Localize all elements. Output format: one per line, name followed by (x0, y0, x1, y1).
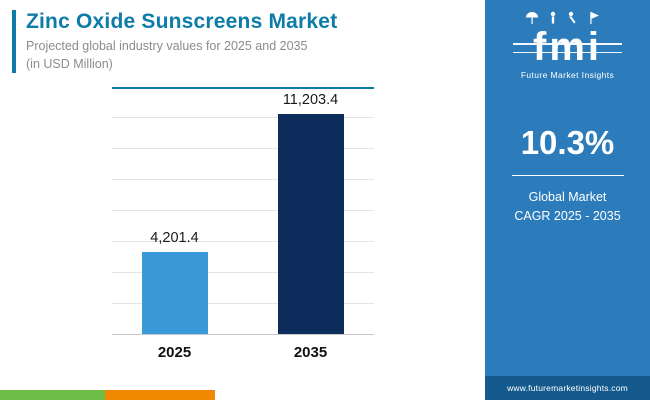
chart-panel: Zinc Oxide Sunscreens Market Projected g… (0, 10, 485, 400)
bottom-strip-green (0, 390, 105, 400)
cagr-label-line1: Global Market (528, 190, 607, 204)
bar-chart: 4,201.4 11,203.4 2025 2035 (111, 87, 374, 361)
fmi-logo: fmi Future Market Insights (485, 10, 650, 80)
person-icon (550, 11, 555, 24)
x-axis-label-2035: 2035 (293, 344, 328, 361)
chart-header: Zinc Oxide Sunscreens Market Projected g… (12, 10, 485, 73)
cagr-label-line2: CAGR 2025 - 2035 (514, 208, 621, 223)
cagr-label: Global Market CAGR 2025 - 2035 (485, 188, 650, 226)
x-axis-label-2025: 2025 (157, 344, 192, 361)
bottom-strip-orange (105, 390, 215, 400)
website-url[interactable]: www.futuremarketinsights.com (485, 376, 650, 400)
flag-icon (589, 12, 599, 24)
chart-subtitle-line1: Projected global industry values for 202… (26, 39, 308, 53)
bar-2035 (277, 114, 344, 334)
bar-group-2035: 11,203.4 (277, 89, 344, 334)
cagr-value: 10.3% (520, 124, 615, 161)
brand-sidebar: fmi Future Market Insights 10.3% Global … (485, 0, 650, 400)
bar-value-2025: 4,201.4 (150, 229, 199, 246)
page-title: Zinc Oxide Sunscreens Market (26, 10, 338, 33)
digger-icon (568, 11, 575, 24)
bar-2025 (141, 251, 208, 334)
plot-area: 4,201.4 11,203.4 (111, 87, 374, 335)
fmi-logo-caption: Future Market Insights (520, 70, 615, 80)
bar-group-2025: 4,201.4 (141, 89, 208, 334)
bar-value-2035: 11,203.4 (282, 92, 339, 109)
sidebar-divider (511, 175, 624, 176)
x-axis-labels: 2025 2035 (112, 344, 374, 361)
chart-subtitle-line2: (in USD Million) (26, 56, 113, 71)
beach-icons (525, 11, 599, 24)
fmi-logo-text: fmi (513, 27, 622, 67)
umbrella-icon (525, 12, 538, 24)
chart-subtitle: Projected global industry values for 202… (26, 38, 485, 73)
